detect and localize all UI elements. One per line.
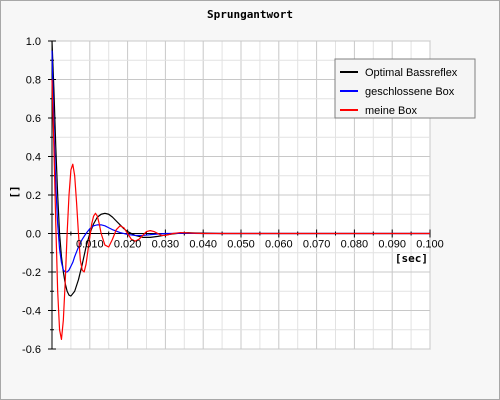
x-tick-label: 0.080 xyxy=(341,239,369,251)
legend-box xyxy=(334,58,476,119)
y-tick-label: 0.0 xyxy=(26,229,41,241)
x-tick-label: 0.010 xyxy=(76,239,104,251)
x-tick-label: 0.040 xyxy=(189,239,217,251)
legend: Optimal Bassreflex geschlossene Box meine … xyxy=(334,58,476,119)
legend-label-2: geschlossene Box xyxy=(365,86,455,98)
series-line-3 xyxy=(51,79,430,340)
y-tick-label: -0.6 xyxy=(22,344,41,356)
x-tick-label: 0.020 xyxy=(114,239,142,251)
x-tick-label: 0.060 xyxy=(265,239,293,251)
y-tick-label: 1.0 xyxy=(26,36,41,48)
x-tick-label: 0.100 xyxy=(416,239,444,251)
legend-label-1: Optimal Bassreflex xyxy=(365,67,458,79)
x-tick-labels: 0.010 0.020 0.030 0.040 0.050 0.060 0.070 0.080… xyxy=(76,239,444,251)
grid xyxy=(51,40,431,350)
chart-title: Sprungantwort xyxy=(207,8,293,21)
series-line-2 xyxy=(51,50,430,273)
y-tick-labels: 1.0 0.8 0.6 0.4 0.2 0.0 -0.2 -0.4 -0.6 xyxy=(22,36,41,356)
x-tick-label: 0.050 xyxy=(227,239,255,251)
y-tick-label: 0.6 xyxy=(26,113,41,125)
legend-label-3: meine Box xyxy=(365,105,417,117)
x-tick-label: 0.030 xyxy=(152,239,180,251)
y-tick-label: 0.2 xyxy=(26,190,41,202)
x-tick-label: 0.090 xyxy=(378,239,406,251)
y-tick-label: -0.2 xyxy=(22,267,41,279)
x-axis-label: [sec] xyxy=(395,252,428,265)
y-tick-label: 0.8 xyxy=(26,75,41,87)
series-lines xyxy=(51,40,430,340)
x-tick-label: 0.070 xyxy=(303,239,331,251)
y-tick-label: -0.4 xyxy=(22,306,41,318)
y-tick-label: 0.4 xyxy=(26,152,41,164)
y-axis-label: [] xyxy=(8,185,21,198)
